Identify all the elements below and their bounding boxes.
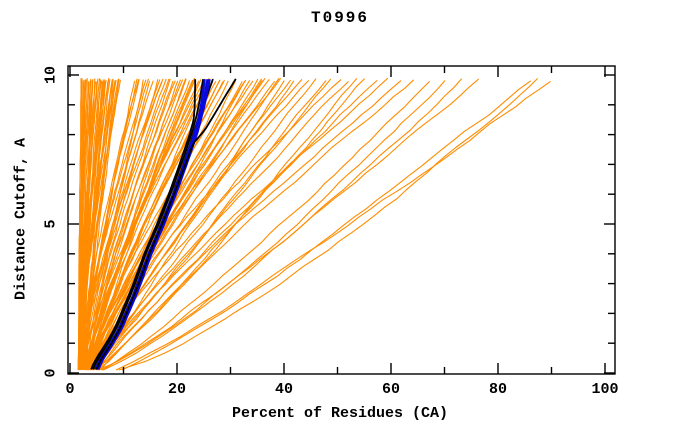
model-curve-black-bend — [95, 78, 237, 370]
axis-frame — [67, 65, 616, 375]
model-curve-orange — [94, 78, 317, 371]
model-curve-orange — [87, 80, 209, 371]
model-curve-orange — [98, 80, 446, 371]
x-axis-title: Percent of Residues (CA) — [231, 405, 449, 422]
model-curve-orange — [86, 77, 282, 371]
model-curve-orange — [89, 80, 327, 371]
model-curves-layer — [77, 77, 551, 371]
model-curve-orange — [78, 81, 117, 371]
model-curve-black — [90, 79, 197, 370]
model-curve-orange — [86, 79, 184, 371]
x-tick-label: 60 — [381, 381, 401, 398]
model-curve-orange — [79, 78, 140, 370]
model-curve-orange — [77, 80, 107, 371]
model-curve-orange — [92, 77, 389, 371]
model-curve-orange — [86, 80, 310, 371]
model-curve-orange — [121, 80, 532, 371]
model-curve-orange — [98, 80, 402, 371]
model-curve-orange — [78, 78, 150, 371]
model-curve-orange — [85, 79, 263, 371]
model-curve-orange — [115, 80, 551, 371]
model-curve-blue — [97, 78, 211, 370]
model-curve-orange — [79, 78, 164, 371]
x-tick-label: 0 — [65, 381, 75, 398]
y-tick-label: 5 — [42, 219, 60, 229]
model-curve-orange — [89, 77, 280, 371]
model-curve-orange — [78, 78, 167, 371]
x-tick-label: 100 — [591, 381, 619, 398]
model-curve-orange — [92, 80, 254, 371]
model-curve-orange — [118, 78, 539, 371]
model-curve-black — [92, 79, 204, 370]
y-tick-label: 10 — [42, 65, 60, 85]
model-curve-orange — [100, 79, 415, 371]
chart-title: T0996 — [310, 9, 369, 27]
model-curve-orange — [83, 80, 211, 371]
y-tick-label: 0 — [42, 368, 60, 378]
model-curve-orange — [80, 79, 202, 371]
model-curve-orange — [78, 79, 121, 370]
model-curve-orange — [77, 81, 90, 371]
model-curve-orange — [102, 81, 431, 371]
x-tick-label: 20 — [167, 381, 187, 398]
model-curve-orange — [91, 81, 349, 371]
x-tick-label: 40 — [274, 381, 294, 398]
x-tick-label: 80 — [488, 381, 508, 398]
model-curve-orange — [78, 80, 154, 371]
model-curve-orange — [97, 77, 358, 371]
model-curve-orange — [101, 78, 480, 371]
model-curve-orange — [96, 79, 378, 371]
